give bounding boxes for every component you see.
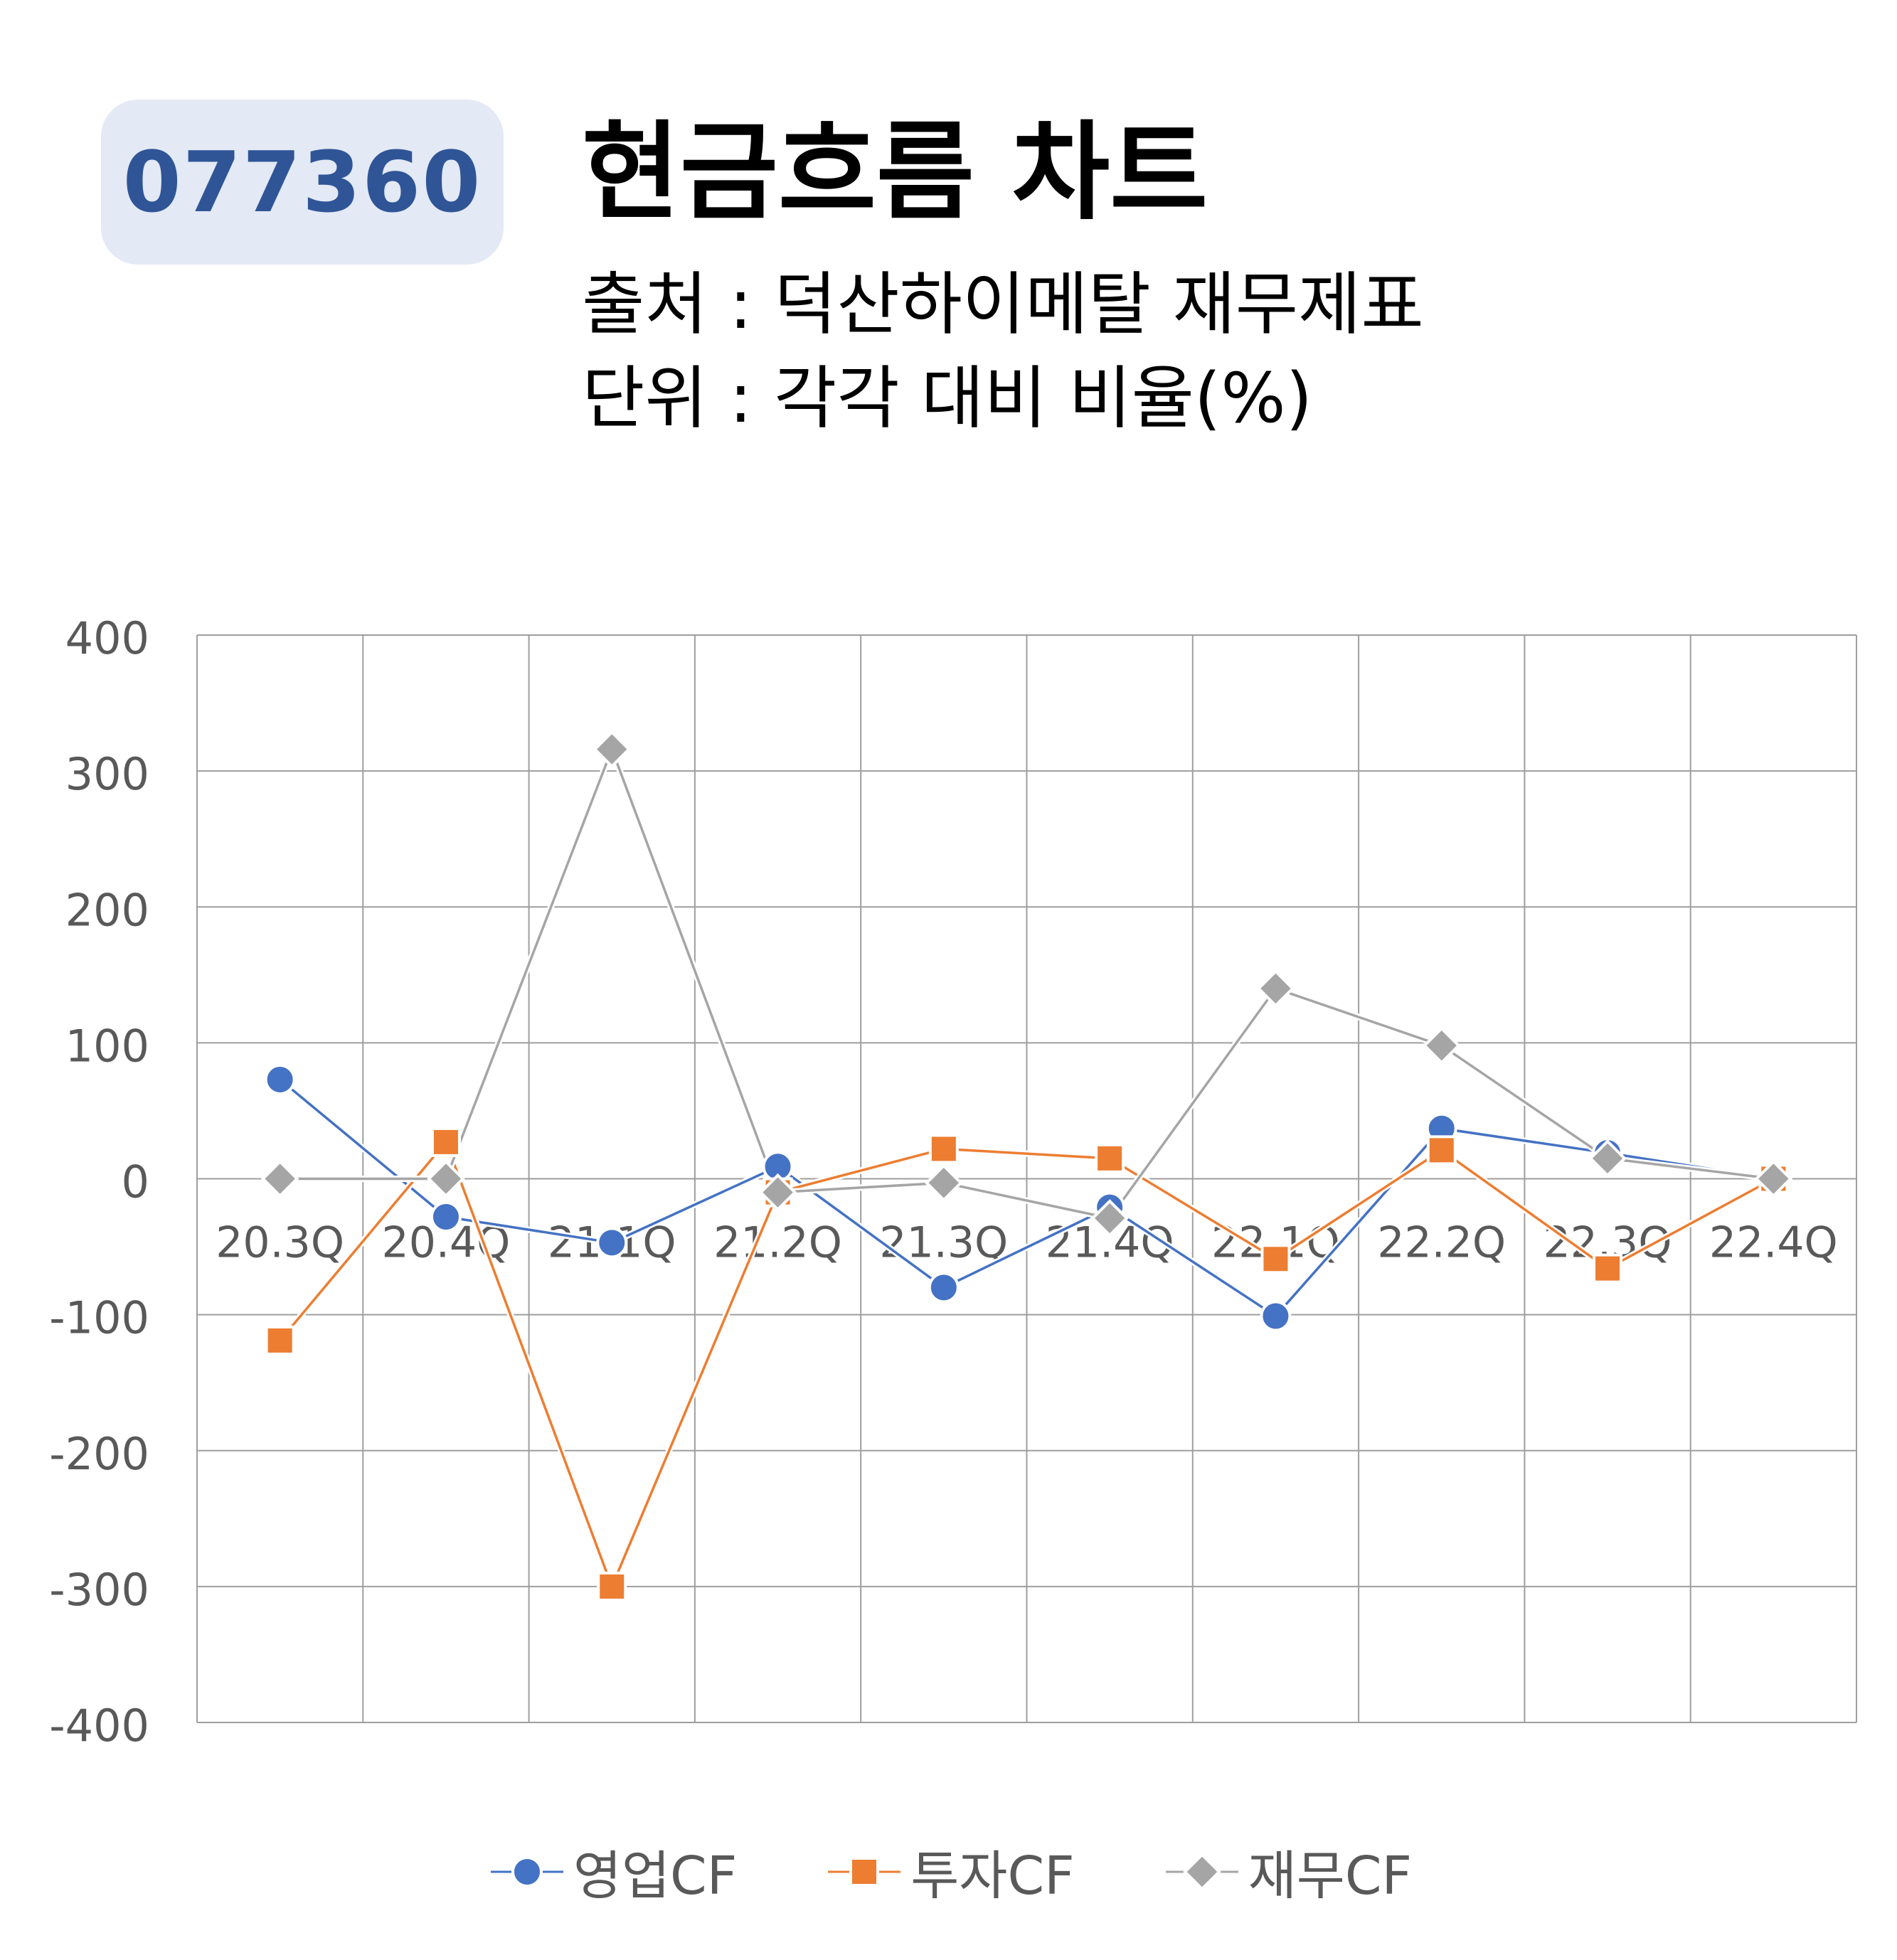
series-1-point — [1260, 1300, 1292, 1332]
series-1-point — [596, 1227, 628, 1259]
series-3-point — [427, 1159, 465, 1198]
series-3-point — [1588, 1139, 1627, 1178]
legend-square-icon — [828, 1856, 901, 1887]
x-tick-label: 22.4Q — [1709, 1218, 1838, 1268]
unit-note: 단위 : 각각 대비 비율(%) — [582, 358, 1313, 438]
legend-label: 투자CF — [910, 1846, 1075, 1907]
series-3-point — [1256, 969, 1295, 1008]
stock-code: 077360 — [122, 133, 482, 231]
legend-item: 영업CF — [485, 1833, 737, 1910]
series-1-point — [264, 1063, 296, 1095]
series-3-point — [758, 1173, 797, 1212]
series-line-3 — [280, 747, 1774, 1220]
series-2-point — [1260, 1244, 1291, 1274]
series-2-point — [430, 1127, 461, 1157]
series-line-1 — [279, 1078, 1774, 1318]
legend-diamond-icon — [1165, 1852, 1238, 1891]
y-tick-label: -200 — [49, 1428, 149, 1480]
series-2-point — [1593, 1253, 1623, 1284]
series-1-point — [430, 1201, 462, 1233]
y-tick-label: 0 — [122, 1156, 149, 1208]
legend-item: 투자CF — [822, 1833, 1075, 1910]
y-tick-label: 400 — [65, 612, 149, 664]
y-tick-label: 300 — [65, 748, 149, 800]
series-3-point — [1754, 1159, 1793, 1198]
x-tick-label: 21.3Q — [879, 1218, 1008, 1268]
series-2-point — [597, 1571, 627, 1602]
series-3-point — [925, 1163, 963, 1203]
x-tick-label: 21.2Q — [713, 1218, 842, 1268]
y-tick-label: 100 — [65, 1020, 149, 1072]
legend-circle-icon — [490, 1855, 563, 1887]
y-tick-label: 200 — [65, 884, 149, 936]
series-2-point — [265, 1325, 295, 1356]
legend-marker-shape — [1182, 1852, 1221, 1891]
series-3-point — [1090, 1199, 1129, 1237]
chart-legend: 영업CF 투자CF 재무CF — [0, 1833, 1897, 1910]
legend-marker-shape — [849, 1856, 880, 1887]
legend-item: 재무CF — [1160, 1833, 1412, 1910]
series-3-point — [1422, 1026, 1461, 1065]
x-tick-label: 22.2Q — [1377, 1218, 1506, 1268]
legend-label: 영업CF — [573, 1846, 738, 1907]
legend-marker-shape — [511, 1855, 543, 1887]
y-tick-label: -300 — [49, 1564, 149, 1616]
series-3-point — [593, 730, 632, 769]
series-2-point — [928, 1134, 959, 1164]
stock-code-badge: 077360 — [101, 100, 504, 265]
chart-title: 현금흐름 차트 — [582, 111, 1208, 235]
x-tick-label: 20.3Q — [216, 1218, 344, 1268]
series-line-2 — [279, 1141, 1775, 1588]
series-2-point — [1426, 1135, 1457, 1166]
series-2-point — [1095, 1143, 1125, 1173]
legend-label: 재무CF — [1248, 1846, 1413, 1907]
series-3-point — [260, 1159, 299, 1198]
y-tick-label: -400 — [49, 1700, 149, 1752]
source-note: 출처 : 덕산하이메탈 재무제표 — [582, 265, 1424, 344]
y-tick-label: -100 — [49, 1292, 149, 1344]
series-1-point — [928, 1272, 960, 1304]
